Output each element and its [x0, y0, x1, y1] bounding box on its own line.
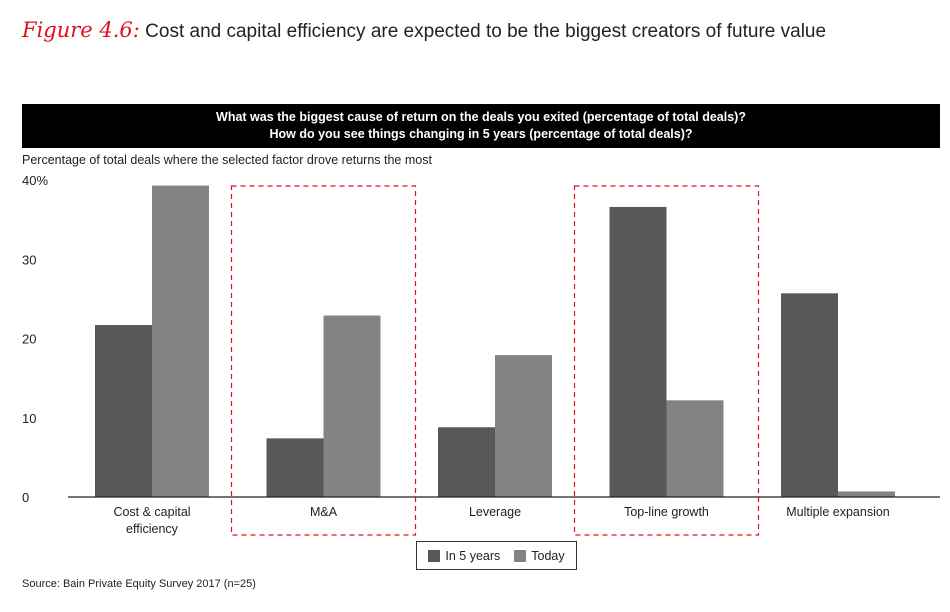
chart-legend: In 5 years Today: [416, 541, 577, 570]
y-tick-label: 10: [22, 411, 36, 426]
figure-title-text: Cost and capital efficiency are expected…: [145, 21, 827, 42]
bar-today: [838, 491, 895, 497]
bar-in-5-years: [609, 206, 667, 497]
bar-today: [666, 400, 724, 497]
y-tick-label: 30: [22, 252, 36, 267]
category-label: Multiple expansion: [786, 505, 890, 519]
bar-in-5-years: [95, 325, 152, 497]
highlight-box: [573, 185, 760, 536]
y-tick-label: 40%: [22, 173, 48, 188]
bar-in-5-years: [266, 438, 324, 497]
y-axis-description: Percentage of total deals where the sele…: [22, 153, 432, 167]
figure-title: Figure 4.6: Cost and capital efficiency …: [22, 18, 826, 43]
category-label: Cost & capital: [113, 505, 190, 519]
y-tick-label: 0: [22, 490, 29, 505]
y-tick-label: 20: [22, 332, 36, 347]
category-label: efficiency: [126, 522, 179, 536]
bar-today: [495, 355, 552, 497]
question-line-1: What was the biggest cause of return on …: [216, 110, 746, 124]
figure-label: Figure 4.6:: [22, 18, 140, 42]
question-line-2: How do you see things changing in 5 year…: [269, 127, 693, 141]
bar-in-5-years: [781, 293, 838, 497]
legend-label-in-5-years: In 5 years: [445, 548, 501, 563]
source-note: Source: Bain Private Equity Survey 2017 …: [22, 578, 256, 590]
legend-item-today: Today: [514, 548, 565, 563]
question-banner: What was the biggest cause of return on …: [22, 104, 940, 148]
category-label: M&A: [310, 505, 338, 519]
legend-label-today: Today: [531, 548, 565, 563]
legend-swatch-today: [514, 549, 527, 562]
legend-swatch-in-5-years: [428, 549, 441, 562]
bar-today: [152, 185, 209, 498]
bar-in-5-years: [438, 427, 495, 497]
category-label: Top-line growth: [624, 505, 709, 519]
bar-today: [323, 315, 381, 497]
highlight-box: [230, 185, 417, 536]
category-label: Leverage: [469, 505, 521, 519]
legend-item-in-5-years: In 5 years: [428, 549, 500, 563]
